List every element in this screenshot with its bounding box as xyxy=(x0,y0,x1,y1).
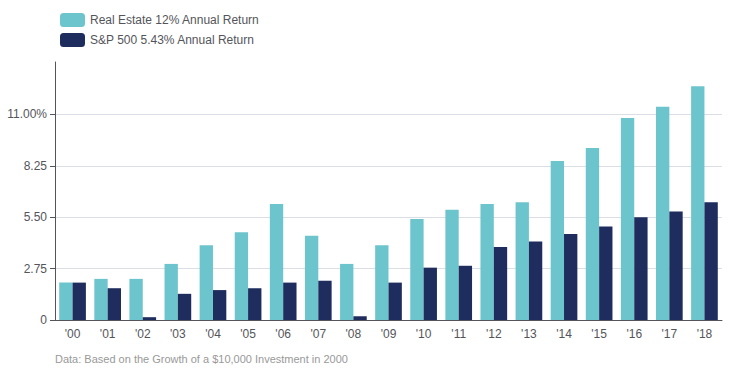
svg-text:'13: '13 xyxy=(521,327,537,341)
svg-text:8.25: 8.25 xyxy=(24,159,48,173)
svg-text:'11: '11 xyxy=(451,327,466,341)
svg-text:'14: '14 xyxy=(556,327,572,341)
svg-text:11.00%: 11.00% xyxy=(7,107,47,121)
svg-text:2.75: 2.75 xyxy=(24,262,48,276)
svg-text:'18: '18 xyxy=(697,327,713,341)
svg-text:'10: '10 xyxy=(416,327,432,341)
svg-text:'08: '08 xyxy=(346,327,362,341)
svg-text:S&P 500 5.43% Annual Return: S&P 500 5.43% Annual Return xyxy=(90,33,254,47)
svg-text:Data: Based on the Growth of a: Data: Based on the Growth of a $10,000 I… xyxy=(55,353,348,365)
svg-text:'04: '04 xyxy=(205,327,221,341)
svg-text:0: 0 xyxy=(40,313,47,327)
svg-text:'09: '09 xyxy=(381,327,397,341)
svg-text:5.50: 5.50 xyxy=(24,210,48,224)
svg-text:'07: '07 xyxy=(310,327,326,341)
svg-text:'15: '15 xyxy=(591,327,607,341)
svg-text:'12: '12 xyxy=(486,327,502,341)
svg-text:'01: '01 xyxy=(100,327,116,341)
svg-text:'17: '17 xyxy=(662,327,678,341)
svg-text:'00: '00 xyxy=(65,327,81,341)
svg-text:Real Estate 12% Annual Return: Real Estate 12% Annual Return xyxy=(90,13,259,27)
svg-text:'06: '06 xyxy=(275,327,291,341)
svg-text:'05: '05 xyxy=(240,327,256,341)
svg-text:'02: '02 xyxy=(135,327,151,341)
svg-text:'16: '16 xyxy=(626,327,642,341)
svg-text:'03: '03 xyxy=(170,327,186,341)
